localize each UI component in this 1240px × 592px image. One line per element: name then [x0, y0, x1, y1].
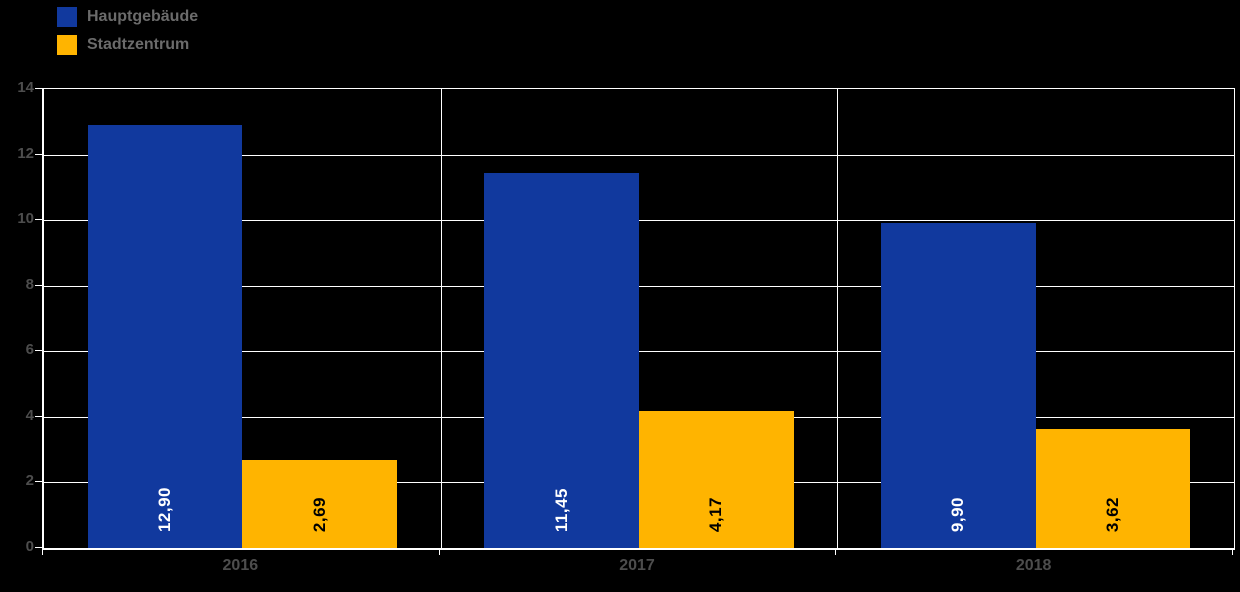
bar-stadtzentrum: 3,62	[1035, 429, 1191, 548]
bar-hauptgebäude: 9,90	[880, 223, 1036, 548]
y-tick-label: 4	[25, 406, 34, 424]
gridline-horizontal	[44, 351, 1234, 353]
x-tick-mark	[42, 549, 43, 555]
gridline-vertical	[837, 89, 839, 548]
plot-area: 12,90 2,69 11,45 4,17 9,90 3,62	[42, 88, 1235, 550]
y-tick-label: 0	[25, 538, 34, 555]
legend-swatch	[57, 7, 77, 27]
y-tick-mark	[35, 88, 42, 89]
y-tick-label: 8	[25, 275, 34, 293]
y-tick-mark	[35, 350, 42, 352]
y-tick-label: 14	[17, 79, 34, 96]
y-tick-label: 10	[17, 210, 34, 228]
y-tick-mark	[35, 415, 42, 417]
bar-value-label: 2,69	[309, 496, 329, 532]
legend-swatch	[57, 35, 77, 55]
gridline-horizontal	[44, 220, 1234, 222]
legend-item: Hauptgebäude	[57, 3, 198, 31]
y-tick-label: 6	[25, 341, 34, 359]
bar-value-label-wrap: 3,62	[1036, 497, 1191, 532]
bar-value-label: 9,90	[948, 496, 968, 532]
bar-stadtzentrum: 4,17	[639, 411, 794, 548]
bar-value-label: 3,62	[1103, 496, 1122, 532]
bar-value-label-wrap: 2,69	[242, 497, 397, 532]
bar-value-label-wrap: 4,17	[639, 497, 794, 532]
bar-value-label-wrap: 11,45	[484, 488, 639, 532]
bar-hauptgebäude: 12,90	[87, 125, 243, 548]
y-tick-mark	[35, 153, 42, 155]
bar-value-label: 11,45	[551, 487, 571, 532]
gridline-horizontal	[44, 154, 1234, 156]
y-tick-label: 2	[25, 472, 34, 490]
gridline-horizontal	[44, 285, 1234, 287]
x-tick-mark	[438, 549, 440, 555]
y-tick-mark	[35, 284, 42, 286]
bar-value-label-wrap: 9,90	[881, 497, 1036, 532]
legend: Hauptgebäude Stadtzentrum	[57, 3, 198, 59]
x-category-label: 2016	[222, 557, 259, 574]
x-category-label: 2017	[619, 557, 655, 574]
bar-hauptgebäude: 11,45	[484, 172, 639, 548]
gridline-vertical	[440, 89, 442, 548]
x-tick-mark	[1232, 549, 1233, 555]
legend-label: Stadtzentrum	[87, 36, 190, 53]
bar-value-label: 12,90	[154, 486, 174, 532]
y-tick-label: 12	[17, 144, 34, 162]
x-tick-mark	[835, 549, 837, 555]
bar-value-label-wrap: 12,90	[88, 487, 243, 532]
legend-label: Hauptgebäude	[87, 8, 199, 25]
bar-value-label: 4,17	[706, 496, 726, 532]
y-tick-mark	[35, 219, 42, 221]
x-category-label: 2018	[1015, 557, 1052, 574]
bar-stadtzentrum: 2,69	[242, 459, 398, 548]
y-tick-mark	[35, 547, 42, 548]
y-tick-mark	[35, 481, 42, 483]
legend-item: Stadtzentrum	[57, 31, 198, 59]
